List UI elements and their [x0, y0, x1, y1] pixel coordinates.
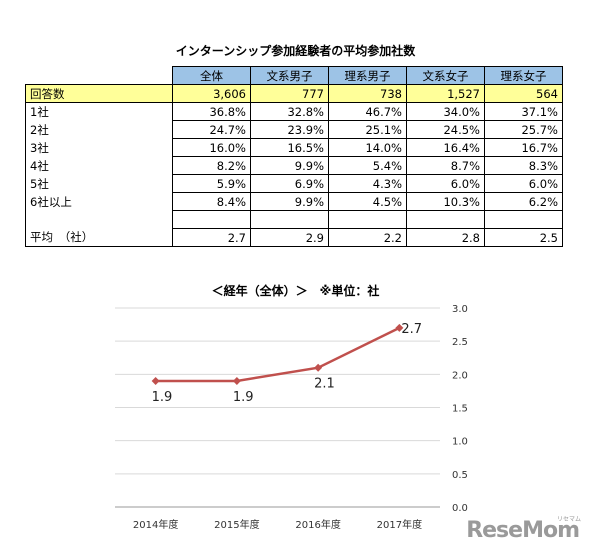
data-label: 2.7	[401, 322, 422, 337]
x-tick-label: 2014年度	[133, 518, 178, 531]
row-label: 5社	[25, 174, 173, 193]
table-cell: 8.3%	[484, 156, 563, 175]
stats-table: 全体 文系男子 理系男子 文系女子 理系女子 回答数 3,606 777 738 1,527 564…	[25, 66, 563, 247]
table-cell: 2.5	[484, 228, 563, 247]
y-tick-label: 2.5	[452, 337, 468, 348]
data-point	[314, 363, 323, 372]
table-cell: 8.7%	[406, 156, 485, 175]
table-row: 平均 （社） 2.7 2.9 2.2 2.8 2.5	[25, 228, 563, 247]
data-label: 2.1	[314, 377, 335, 392]
table-row: 5社 5.9% 6.9% 4.3% 6.0% 6.0%	[25, 174, 563, 193]
column-header: 全体	[172, 66, 251, 85]
y-tick-label: 2.0	[452, 370, 468, 381]
table-cell: 6.2%	[484, 192, 563, 211]
row-label: 6社以上	[25, 192, 173, 211]
table-cell: 16.0%	[172, 138, 251, 157]
table-cell: 2.8	[406, 228, 485, 247]
y-tick-label: 0.5	[452, 470, 468, 481]
table-cell: 738	[328, 84, 407, 103]
table-cell: 16.5%	[250, 138, 329, 157]
table-header-row: 全体 文系男子 理系男子 文系女子 理系女子	[26, 66, 563, 85]
column-header: 理系女子	[484, 66, 563, 85]
y-tick-label: 3.0	[452, 304, 468, 315]
y-tick-label: 1.5	[452, 404, 468, 415]
data-point	[232, 376, 241, 385]
table-row: 3社 16.0% 16.5% 14.0% 16.4% 16.7%	[25, 138, 563, 157]
table-cell: 37.1%	[484, 102, 563, 121]
x-tick-label: 2016年度	[295, 518, 340, 531]
data-point	[151, 376, 160, 385]
table-cell: 16.7%	[484, 138, 563, 157]
column-header: 文系男子	[250, 66, 329, 85]
x-tick-label: 2015年度	[214, 518, 259, 531]
chart-title: ＜経年（全体）＞ ※単位：社	[211, 284, 380, 298]
table-row: 1社 36.8% 32.8% 46.7% 34.0% 37.1%	[25, 102, 563, 121]
row-label: 回答数	[25, 84, 173, 103]
table-cell: 3,606	[172, 84, 251, 103]
table-cell: 4.5%	[328, 192, 407, 211]
column-header: 理系男子	[328, 66, 407, 85]
table-title: インターンシップ参加経験者の平均参加社数	[175, 44, 416, 58]
table-cell: 24.5%	[406, 120, 485, 139]
y-tick-label: 0.0	[452, 503, 468, 514]
resemom-logo: ReseMom	[466, 518, 580, 543]
resemom-logo-sub: リセマム	[556, 516, 581, 523]
table-row: 回答数 3,606 777 738 1,527 564	[25, 84, 563, 103]
table-cell: 564	[484, 84, 563, 103]
row-label: 3社	[25, 138, 173, 157]
x-tick-label: 2017年度	[377, 518, 422, 531]
table-row: 4社 8.2% 9.9% 5.4% 8.7% 8.3%	[25, 156, 563, 175]
y-tick-label: 1.0	[452, 437, 468, 448]
data-label: 1.9	[233, 390, 254, 405]
data-point	[395, 323, 404, 332]
table-cell: 2.7	[172, 228, 251, 247]
table-cell: 36.8%	[172, 102, 251, 121]
table-row: 2社 24.7% 23.9% 25.1% 24.5% 25.7%	[25, 120, 563, 139]
table-cell: 24.7%	[172, 120, 251, 139]
row-label: 1社	[25, 102, 173, 121]
table-cell: 2.9	[250, 228, 329, 247]
series-line	[155, 326, 400, 383]
table-cell: 777	[250, 84, 329, 103]
data-label: 1.9	[152, 390, 173, 405]
